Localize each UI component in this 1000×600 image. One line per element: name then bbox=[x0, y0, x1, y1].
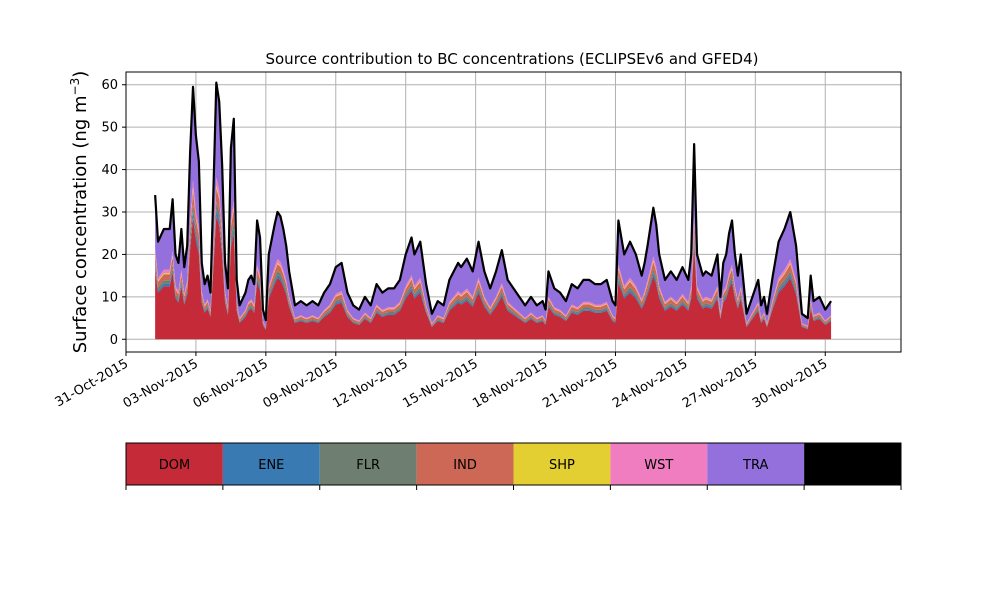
x-tick-label: 30-Nov-2015 bbox=[750, 356, 830, 411]
legend-swatch-flr bbox=[319, 443, 417, 485]
x-tick-label: 03-Nov-2015 bbox=[121, 356, 201, 411]
legend-label-bb: BB bbox=[844, 458, 862, 473]
x-tick-label: 21-Nov-2015 bbox=[540, 356, 620, 411]
stacked-areas bbox=[155, 82, 832, 340]
chart-title: Source contribution to BC concentrations… bbox=[265, 50, 758, 68]
legend-swatch-shp bbox=[513, 443, 611, 485]
y-tick-label: 0 bbox=[110, 333, 118, 348]
y-tick-label: 30 bbox=[101, 206, 118, 221]
total-outline bbox=[154, 81, 832, 322]
legend-swatch-tra bbox=[707, 443, 805, 485]
y-tick-label: 60 bbox=[101, 78, 118, 93]
legend-label-tra: TRA bbox=[742, 458, 768, 473]
total-line bbox=[154, 81, 832, 322]
x-axis: 31-Oct-201503-Nov-201506-Nov-201509-Nov-… bbox=[53, 352, 830, 411]
legend-label-ene: ENE bbox=[258, 458, 284, 473]
legend-label-shp: SHP bbox=[549, 458, 575, 473]
legend-swatch-ind bbox=[416, 443, 514, 485]
y-tick-label: 50 bbox=[101, 121, 118, 136]
y-axis-label-main: Surface concentration (ng m bbox=[70, 95, 91, 353]
legend-label-ind: IND bbox=[453, 458, 477, 473]
legend-swatch-dom bbox=[126, 443, 223, 485]
x-tick-label: 18-Nov-2015 bbox=[470, 356, 550, 411]
x-tick-label: 09-Nov-2015 bbox=[261, 356, 341, 411]
y-axis: 0 10 20 30 40 50 60 bbox=[101, 78, 126, 348]
y-axis-label: Surface concentration (ng m−3) bbox=[68, 71, 91, 354]
x-tick-label: 31-Oct-2015 bbox=[53, 356, 131, 410]
x-tick-label: 24-Nov-2015 bbox=[610, 356, 690, 411]
x-tick-label: 12-Nov-2015 bbox=[330, 356, 410, 411]
area-tra bbox=[155, 82, 832, 328]
y-tick-label: 40 bbox=[101, 163, 118, 178]
legend-swatch-wst bbox=[610, 443, 708, 485]
legend-label-dom: DOM bbox=[159, 458, 190, 473]
area-dom bbox=[155, 216, 832, 340]
legend-swatch-ene bbox=[222, 443, 320, 485]
y-axis-label-close: ) bbox=[70, 71, 91, 78]
legend-label-wst: WST bbox=[644, 458, 673, 473]
x-tick-label: 15-Nov-2015 bbox=[400, 356, 480, 411]
y-tick-label: 10 bbox=[101, 290, 118, 305]
legend-label-flr: FLR bbox=[356, 458, 380, 473]
y-axis-label-exponent: −3 bbox=[68, 78, 82, 96]
x-tick-label: 06-Nov-2015 bbox=[191, 356, 271, 411]
legend-swatch-bb bbox=[804, 443, 901, 485]
y-tick-label: 20 bbox=[101, 248, 118, 263]
legend: DOM ENE FLR IND SHP WST TRA BB bbox=[125, 442, 902, 490]
x-tick-label: 27-Nov-2015 bbox=[680, 356, 760, 411]
